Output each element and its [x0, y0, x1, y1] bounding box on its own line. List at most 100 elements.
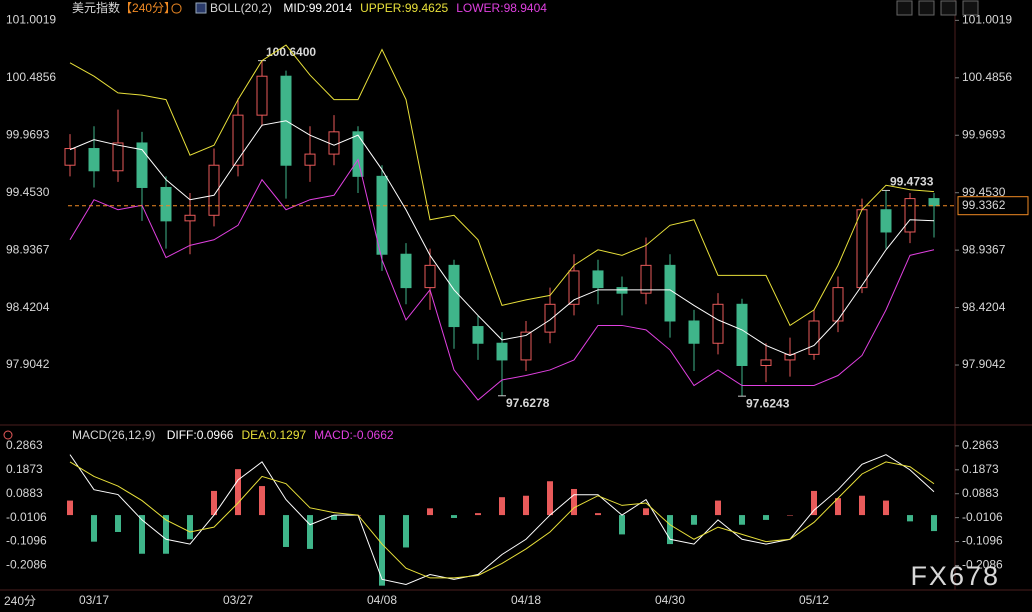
candle-body	[640, 264, 652, 294]
period-icon[interactable]	[171, 3, 182, 14]
candle-body	[544, 303, 556, 333]
y-tick-label-left: 99.9693	[6, 127, 50, 141]
legend-name: DIFF	[167, 428, 194, 442]
candle-body	[256, 75, 268, 116]
legend-value: 98.9404	[504, 1, 548, 15]
candle-body	[832, 287, 844, 322]
macd-bar	[835, 498, 841, 516]
macd-bar	[331, 515, 337, 520]
candle-body	[64, 148, 76, 166]
y-tick-label-left: -0.1096	[6, 534, 47, 548]
button-maximize[interactable]	[940, 0, 957, 16]
candle-body	[304, 153, 316, 166]
x-tick-label: 04/30	[655, 593, 685, 607]
macd-icon[interactable]	[3, 430, 13, 440]
macd-header: MACD(26,12,9) DIFF:0.0966 DEA:0.1297 MACD:…	[72, 428, 394, 442]
low-label: 97.6243	[746, 396, 790, 410]
period-badge[interactable]: 240分	[4, 594, 36, 608]
macd-bar	[115, 515, 121, 532]
candle-body	[496, 342, 508, 361]
candle-body	[352, 131, 364, 177]
macd-bar	[883, 500, 889, 516]
y-tick-label-right: 99.9693	[962, 127, 1006, 141]
boll-line	[69, 158, 935, 401]
legend-separator: :	[266, 428, 269, 442]
legend-value: 99.2014	[309, 1, 353, 15]
candle-body	[376, 175, 388, 255]
main-header: 美元指数【240分】	[72, 0, 176, 15]
legend-name: UPPER	[360, 1, 402, 15]
y-tick-label-left: 0.2863	[6, 438, 43, 452]
macd-bar	[787, 515, 793, 516]
macd-bar	[427, 508, 433, 516]
candle-body	[208, 164, 220, 216]
candle-body	[328, 131, 340, 155]
legend-separator: :	[305, 1, 308, 15]
candle-body	[664, 264, 676, 322]
y-tick-label-left: 98.9367	[6, 242, 50, 256]
y-tick-label-right: 98.4204	[962, 300, 1006, 314]
y-tick-label-right: 0.2863	[962, 438, 999, 452]
y-tick-label-right: 0.1873	[962, 462, 999, 476]
y-tick-label-right: 100.4856	[962, 70, 1012, 84]
y-tick-label-left: -0.2086	[6, 558, 47, 572]
macd-bar	[235, 469, 241, 516]
candle-body	[808, 320, 820, 355]
candle-body	[592, 270, 604, 289]
x-tick-label: 04/08	[367, 593, 397, 607]
macd-line	[69, 461, 935, 579]
y-tick-label-right: 98.9367	[962, 242, 1006, 256]
macd-bar	[403, 515, 409, 548]
legend-separator: :	[500, 1, 503, 15]
macd-bar	[163, 515, 169, 554]
macd-bar	[691, 515, 697, 525]
window-controls	[896, 0, 979, 16]
macd-bar	[211, 490, 217, 516]
y-tick-label-right: 97.9042	[962, 357, 1006, 371]
macd-bar	[715, 500, 721, 516]
macd-bar	[379, 515, 385, 586]
macd-bar	[619, 515, 625, 535]
macd-bar	[187, 515, 193, 540]
indicator-icon[interactable]	[195, 2, 207, 14]
low-label: 97.6278	[506, 396, 550, 410]
candle-body	[688, 320, 700, 344]
macd-bar	[643, 508, 649, 516]
legend-name: MACD	[314, 428, 350, 442]
candle-body	[448, 264, 460, 328]
y-tick-label-right: -0.1096	[962, 534, 1003, 548]
macd-bar	[523, 495, 529, 516]
x-tick-label: 05/12	[799, 593, 829, 607]
macd-bar	[763, 515, 769, 520]
candle-body	[88, 148, 100, 172]
candle-body	[712, 303, 724, 344]
last-price-label: 99.3362	[962, 198, 1006, 212]
button-crosshair[interactable]	[896, 0, 913, 16]
macd-bar	[451, 515, 457, 518]
candle-body	[760, 359, 772, 366]
candle-body	[424, 264, 436, 289]
y-tick-label-left: 97.9042	[6, 357, 50, 371]
candle-body	[232, 114, 244, 166]
y-tick-label-left: 0.1873	[6, 462, 43, 476]
y-tick-label-right: 101.0019	[962, 13, 1012, 27]
candle-body	[472, 326, 484, 344]
legend-separator: :	[193, 428, 196, 442]
legend-name: DEA	[241, 428, 266, 442]
macd-bar	[739, 515, 745, 525]
candle-body	[880, 209, 892, 233]
x-tick-label: 03/17	[79, 593, 109, 607]
candle-body	[928, 198, 940, 207]
macd-bar	[667, 515, 673, 545]
legend-value: 0.1297	[269, 428, 306, 442]
macd-bar	[931, 515, 937, 532]
boll-header: BOLL(20,2) MID:99.2014 UPPER:99.4625 LOWER…	[210, 1, 547, 15]
macd-bar	[259, 486, 265, 516]
button-shrink[interactable]	[918, 0, 935, 16]
indicator-name: BOLL(20,2)	[210, 1, 272, 15]
boll-line	[69, 120, 935, 357]
button-close[interactable]	[962, 0, 979, 16]
candle-body	[136, 142, 148, 188]
